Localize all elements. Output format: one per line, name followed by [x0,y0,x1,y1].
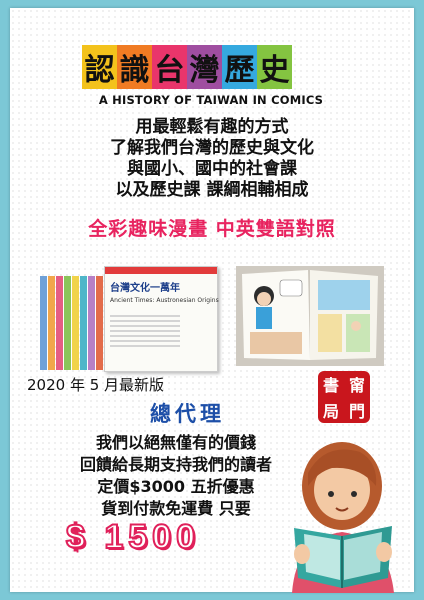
offer-line: 貨到付款免運費 只要 [101,499,251,518]
comic-page-image [236,266,384,366]
book-cover: 台灣文化一萬年 Ancient Times: Austronesian Orig… [104,266,219,372]
english-subtitle: A HISTORY OF TAIWAN IN COMICS [98,93,324,107]
book-spine [56,276,63,370]
logo-char: 識 [117,45,152,89]
price-label: $ 1500 [65,517,200,557]
book-spine [40,276,47,370]
intro-line: 了解我們台灣的歷史與文化 [110,138,314,158]
logo-title: 認 識 台 灣 歷 史 [82,45,292,89]
offer-line: 定價$3000 五折優惠 [97,477,255,496]
offer-line: 回饋給長期支持我們的讀者 [79,455,272,474]
book-spine [64,276,71,370]
book-cover-subtitle: Ancient Times: Austronesian Origins [110,297,219,304]
logo-char: 史 [257,45,292,89]
book-spine [72,276,79,370]
general-agent-label: 總代理 [150,402,225,426]
book-spine [48,276,55,370]
edition-date: 2020 年 5 月最新版 [27,376,165,394]
book-set-image: 台灣文化一萬年 Ancient Times: Austronesian Orig… [40,266,220,372]
intro-line: 與國小、國中的社會課 [127,159,297,179]
logo-char: 台 [152,45,187,89]
offer-text: 我們以絕無僅有的價錢 回饋給長期支持我們的讀者 定價$3000 五折優惠 貨到付… [46,432,306,520]
book-spine [96,276,103,370]
intro-line: 以及歷史課 課綱相輔相成 [115,180,309,200]
book-spine [88,276,95,370]
slogan: 全彩趣味漫畫 中英雙語對照 [88,218,336,240]
book-cover-title: 台灣文化一萬年 [110,283,180,294]
book-spine [80,276,87,370]
logo-char: 認 [82,45,117,89]
intro-text: 用最輕鬆有趣的方式 了解我們台灣的歷史與文化 與國小、國中的社會課 以及歷史課 … [0,117,424,201]
logo-char: 灣 [187,45,222,89]
offer-line: 我們以絕無僅有的價錢 [95,433,256,452]
intro-line: 用最輕鬆有趣的方式 [135,117,289,137]
bookstore-stamp-logo: 書 甯 局 門 [318,371,370,423]
reading-girl-illustration [292,442,394,593]
logo-char: 歷 [222,45,257,89]
